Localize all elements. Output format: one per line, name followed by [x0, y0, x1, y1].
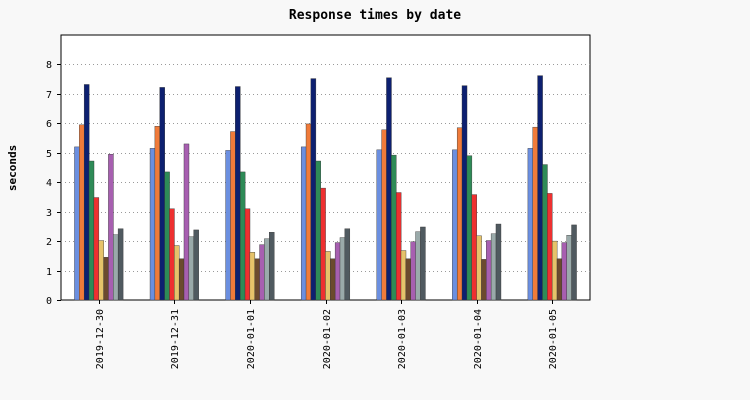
bar	[249, 252, 256, 301]
bar	[230, 131, 236, 301]
bar	[386, 77, 392, 301]
bar	[391, 154, 397, 301]
bar	[239, 171, 246, 301]
bar	[400, 250, 407, 301]
bar	[556, 258, 563, 301]
bar	[79, 124, 85, 301]
bar	[154, 126, 161, 301]
x-tick-label: 2019-12-30	[95, 309, 106, 369]
y-tick-label: 8	[46, 60, 52, 71]
bar	[310, 78, 317, 301]
bar	[159, 87, 165, 301]
y-tick-label: 0	[46, 296, 52, 307]
bar	[254, 258, 260, 301]
bar	[466, 155, 473, 301]
bar	[225, 150, 231, 301]
bar	[193, 229, 199, 301]
bar	[415, 231, 421, 301]
x-tick-label: 2019-12-31	[170, 309, 181, 369]
bar	[174, 245, 180, 301]
bar	[561, 242, 568, 301]
bar	[551, 240, 558, 301]
bar	[537, 75, 543, 301]
bar	[320, 187, 326, 301]
bar	[334, 242, 341, 301]
bar	[452, 149, 458, 301]
bar	[325, 251, 331, 301]
bar	[339, 237, 346, 301]
bar	[495, 223, 502, 301]
bar	[330, 258, 336, 301]
bar	[300, 146, 307, 301]
bar	[93, 197, 100, 301]
bar	[305, 123, 312, 301]
bar	[183, 143, 190, 301]
bar	[98, 240, 104, 301]
bar	[420, 226, 426, 301]
bar	[405, 258, 412, 301]
bar	[164, 171, 170, 301]
bar	[410, 241, 416, 301]
y-tick-label: 3	[46, 208, 52, 219]
bar	[117, 228, 124, 301]
y-tick-label: 2	[46, 237, 52, 248]
y-tick-label: 5	[46, 149, 52, 160]
x-tick-label: 2020-01-03	[397, 309, 408, 369]
x-tick-label: 2020-01-05	[548, 309, 559, 369]
y-tick-label: 4	[46, 178, 52, 189]
y-axis-label: seconds	[6, 145, 19, 191]
bar	[542, 164, 548, 301]
bar	[395, 192, 402, 301]
bar	[456, 127, 463, 301]
bar	[88, 160, 95, 301]
bar	[259, 244, 265, 301]
bar	[108, 154, 114, 301]
bar	[381, 129, 387, 301]
chart-title: Response times by date	[289, 8, 461, 23]
y-tick-label: 7	[46, 90, 52, 101]
grid-lines	[61, 64, 590, 272]
bar	[471, 194, 477, 301]
bar	[83, 84, 90, 301]
y-ticks: 0 1 2 3 4 5 6 7 8	[46, 60, 61, 307]
bars-group	[74, 75, 577, 301]
bar	[486, 240, 492, 301]
x-ticks: 2019-12-30 2019-12-31 2020-01-01 2020-01-02…	[95, 300, 559, 369]
bar	[74, 146, 80, 301]
y-tick-label: 6	[46, 119, 52, 130]
x-tick-label: 2020-01-02	[322, 309, 333, 369]
bar	[527, 148, 534, 301]
bar	[344, 228, 351, 301]
bar	[269, 232, 275, 301]
x-tick-label: 2020-01-04	[473, 309, 484, 369]
bar	[103, 257, 109, 301]
bar	[244, 208, 251, 301]
bar	[113, 234, 119, 301]
bar	[461, 85, 468, 301]
bar	[264, 238, 270, 301]
bar	[376, 149, 382, 301]
bar	[188, 236, 195, 301]
bar	[169, 208, 175, 301]
bar	[178, 258, 185, 301]
y-tick-label: 1	[46, 267, 52, 278]
bar	[571, 224, 577, 301]
bar	[532, 126, 538, 301]
bar	[566, 235, 572, 301]
x-tick-label: 2020-01-01	[246, 309, 257, 369]
bar	[490, 233, 497, 301]
bar	[235, 86, 241, 301]
bar	[315, 160, 321, 301]
bar	[547, 193, 553, 301]
bar	[481, 259, 487, 301]
bar	[149, 148, 156, 301]
bar	[476, 235, 482, 301]
